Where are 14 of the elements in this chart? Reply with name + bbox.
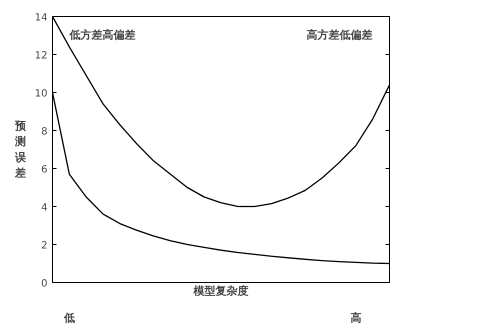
y-tick-label: 10 — [34, 88, 48, 100]
y-tick-label: 12 — [34, 50, 48, 62]
y-axis-title: 预测误差 — [14, 120, 27, 180]
x-tick-label: 低 — [62, 312, 75, 324]
y-tick-label: 4 — [41, 202, 48, 214]
y-tick-label: 8 — [41, 126, 48, 138]
y-tick-label: 6 — [41, 164, 48, 176]
annotation: 低方差高偏差 — [68, 28, 136, 42]
x-tick-label: 高 — [350, 312, 362, 324]
y-tick-label: 0 — [41, 278, 48, 290]
y-tick-label: 2 — [41, 240, 48, 252]
x-axis-title: 模型复杂度 — [192, 284, 248, 298]
annotation: 高方差低偏差 — [306, 28, 373, 42]
y-tick-label: 14 — [34, 12, 48, 24]
